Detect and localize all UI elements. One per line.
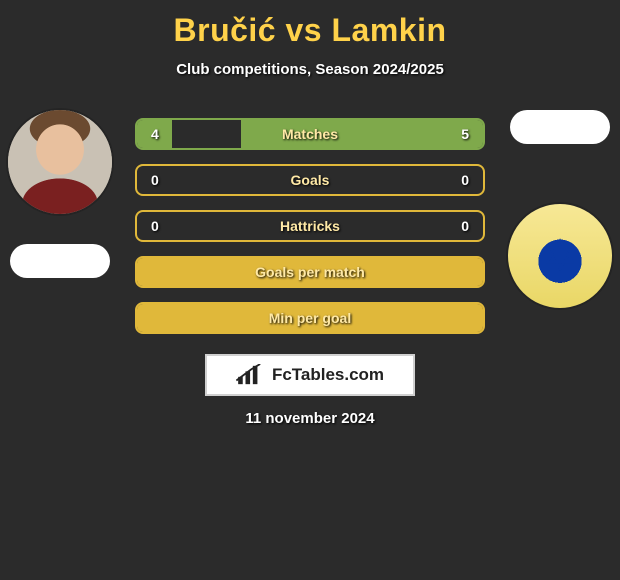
stat-value-left: 0 (151, 218, 159, 234)
player-b-column: ✡ (500, 110, 620, 308)
stat-value-right: 0 (461, 218, 469, 234)
stat-label: Matches (137, 126, 483, 142)
stat-row-goals: 0Goals0 (135, 164, 485, 196)
stat-row-min-per-goal: Min per goal (135, 302, 485, 334)
player-b-club-badge: ✡ (508, 204, 612, 308)
player-b-club-pill (510, 110, 610, 144)
player-a-column (0, 110, 120, 278)
page-title: Bručić vs Lamkin (0, 0, 620, 49)
stat-row-goals-per-match: Goals per match (135, 256, 485, 288)
stat-label: Min per goal (137, 310, 483, 326)
stat-row-hattricks: 0Hattricks0 (135, 210, 485, 242)
stat-bars: 4Matches50Goals00Hattricks0Goals per mat… (135, 118, 485, 334)
stat-value-right: 5 (461, 126, 469, 142)
stat-row-matches: 4Matches5 (135, 118, 485, 150)
title-vs: vs (276, 12, 331, 48)
star-of-david-icon: ✡ (542, 231, 579, 282)
avatar-face-icon (8, 110, 112, 214)
subtitle: Club competitions, Season 2024/2025 (0, 61, 620, 78)
barchart-icon (236, 364, 266, 386)
stat-label: Hattricks (137, 218, 483, 234)
stat-value-right: 0 (461, 172, 469, 188)
date-text: 11 november 2024 (0, 410, 620, 427)
player-a-club-pill (10, 244, 110, 278)
title-player-b: Lamkin (331, 12, 446, 48)
stat-value-left: 4 (151, 126, 159, 142)
player-a-avatar (8, 110, 112, 214)
stat-label: Goals (137, 172, 483, 188)
title-player-a: Bručić (174, 12, 277, 48)
stat-value-left: 0 (151, 172, 159, 188)
fctables-link[interactable]: FcTables.com (205, 354, 415, 396)
brand-text: FcTables.com (272, 365, 384, 385)
stat-label: Goals per match (137, 264, 483, 280)
